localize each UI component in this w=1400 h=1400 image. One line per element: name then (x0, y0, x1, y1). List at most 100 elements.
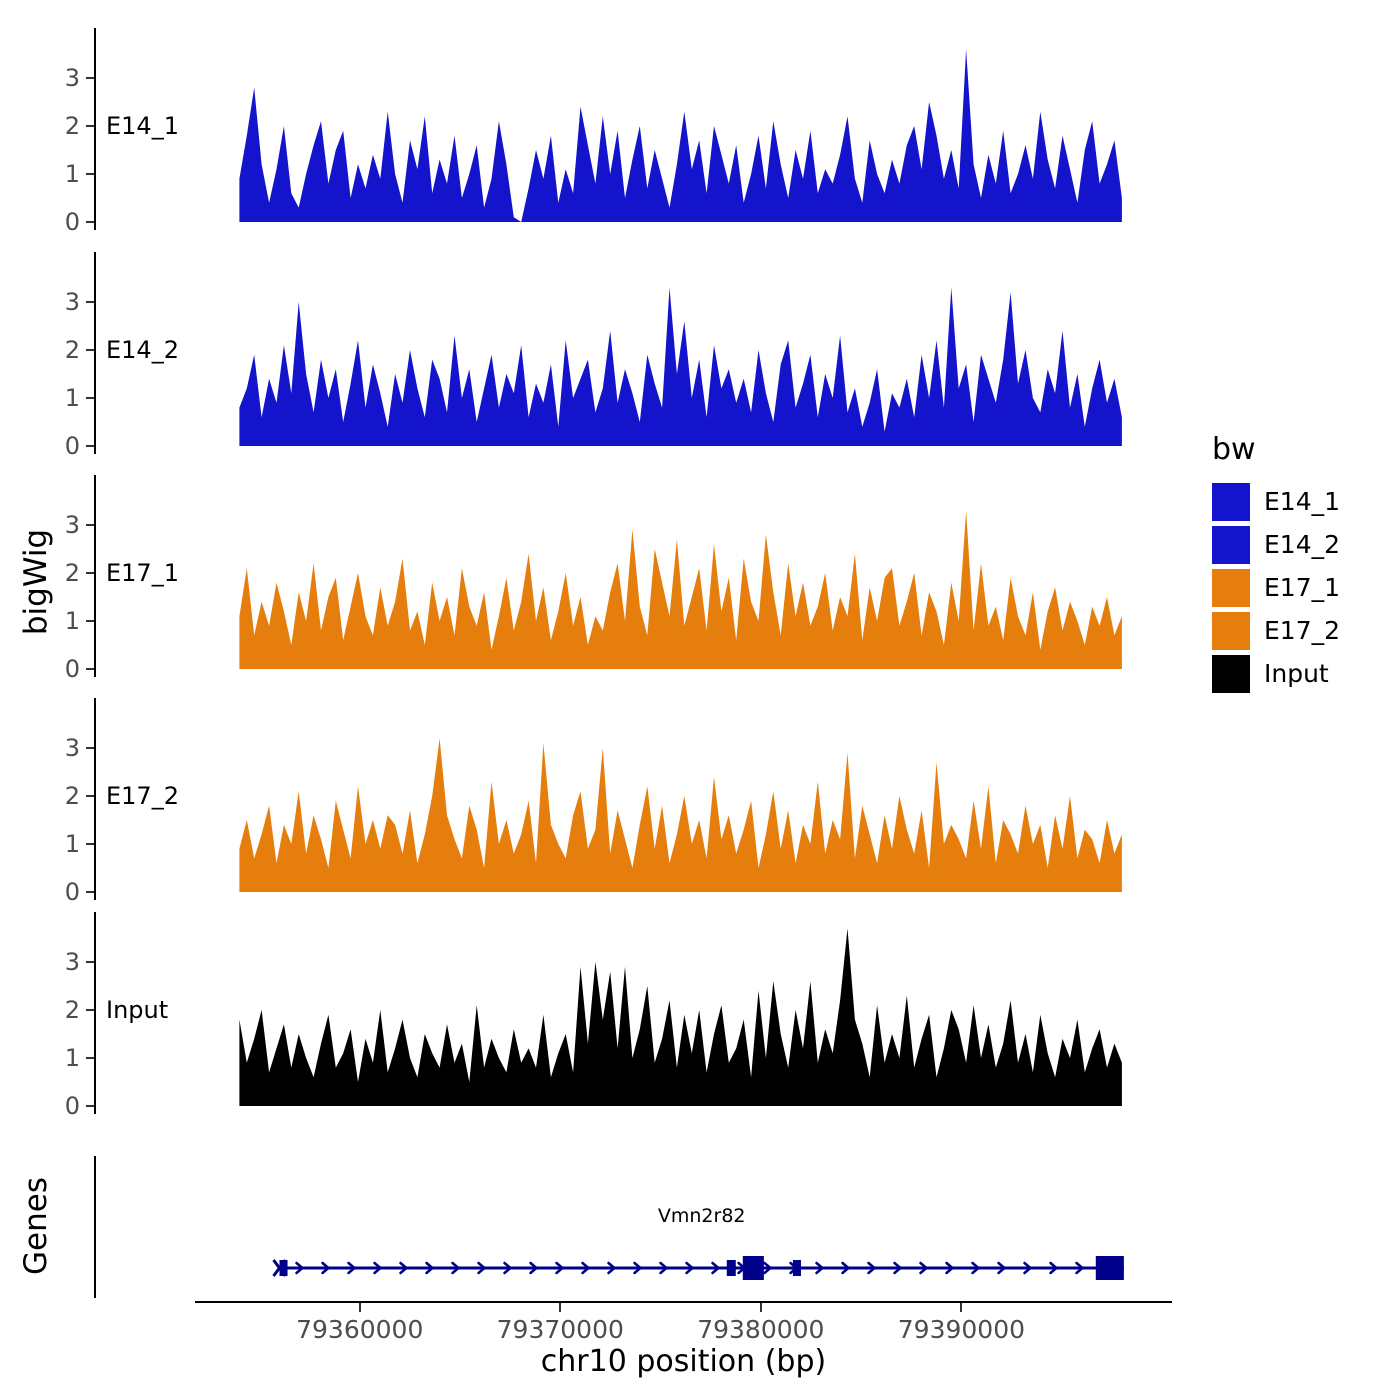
gene-strand-chevron-icon (321, 1261, 331, 1275)
x-tick-label: 79370000 (496, 1315, 624, 1344)
y-tick-label: 2 (64, 782, 80, 810)
y-tick (86, 349, 94, 351)
y-tick (86, 668, 94, 670)
legend-swatch-Input (1212, 655, 1250, 693)
x-tick (759, 1303, 762, 1312)
gene-model: Vmn2r82 (272, 1205, 1124, 1280)
y-tick (86, 620, 94, 622)
x-tick (559, 1303, 562, 1312)
track-label-E14_1: E14_1 (106, 112, 179, 140)
gene-strand-chevron-icon (477, 1261, 487, 1275)
signal-area-Input (239, 928, 1122, 1106)
legend-swatch-E17_1 (1212, 569, 1250, 607)
y-axis-line (94, 252, 96, 454)
y-tick-label: 3 (64, 734, 80, 762)
gene-exon (1095, 1256, 1124, 1280)
y-tick-label: 2 (64, 336, 80, 364)
gene-strand-chevron-icon (945, 1261, 955, 1275)
gene-strand-chevron-icon (451, 1261, 461, 1275)
legend-item-Input: Input (1212, 655, 1340, 693)
y-tick-label: 2 (64, 996, 80, 1024)
track-signal-E14_1 (239, 49, 1122, 223)
y-tick (86, 795, 94, 797)
track-signal-E17_1 (239, 510, 1122, 669)
gene-name-label: Vmn2r82 (658, 1205, 746, 1227)
track-signal-E17_2 (239, 738, 1122, 892)
gene-strand-chevron-icon (347, 1261, 357, 1275)
y-tick-label: 1 (64, 830, 80, 858)
gene-strand-chevron-icon (893, 1261, 903, 1275)
y-tick-label: 0 (64, 655, 80, 683)
y-tick (86, 173, 94, 175)
y-tick (86, 301, 94, 303)
y-tick-label: 1 (64, 384, 80, 412)
y-tick-label: 1 (64, 1044, 80, 1072)
gene-strand-chevron-icon (841, 1261, 851, 1275)
y-tick-label: 0 (64, 208, 80, 236)
y-tick (86, 445, 94, 447)
signal-area-E14_1 (239, 49, 1122, 223)
y-tick-label: 0 (64, 1092, 80, 1120)
track-signal-E14_2 (239, 287, 1122, 446)
gene-exon (726, 1260, 736, 1276)
signal-area-E17_1 (239, 510, 1122, 669)
gene-exon (279, 1260, 288, 1276)
y-tick (86, 1057, 94, 1059)
y-tick (86, 843, 94, 845)
y-tick (86, 221, 94, 223)
gene-strand-chevron-icon (1075, 1261, 1085, 1275)
genes-panel-title: Genes (18, 1177, 54, 1275)
y-tick (86, 891, 94, 893)
y-tick (86, 524, 94, 526)
y-tick (86, 572, 94, 574)
x-tick-label: 79390000 (897, 1315, 1026, 1344)
y-tick (86, 77, 94, 79)
track-label-E17_2: E17_2 (106, 782, 179, 810)
legend-item-label: E17_2 (1264, 616, 1341, 645)
gene-strand-chevron-icon (295, 1261, 305, 1275)
y-tick-label: 3 (64, 288, 80, 316)
signal-area-E17_2 (239, 738, 1122, 892)
gene-strand-chevron-icon (997, 1261, 1007, 1275)
gene-strand-chevron-icon (659, 1261, 669, 1275)
y-tick-label: 2 (64, 559, 80, 587)
y-tick-label: 3 (64, 511, 80, 539)
gene-strand-chevron-icon (815, 1261, 825, 1275)
y-tick-label: 3 (64, 64, 80, 92)
legend-item-E14_1: E14_1 (1212, 483, 1340, 521)
y-tick-label: 1 (64, 160, 80, 188)
y-tick (86, 747, 94, 749)
gene-strand-chevron-icon (1023, 1261, 1033, 1275)
y-tick-label: 0 (64, 878, 80, 906)
gene-exon (742, 1256, 764, 1280)
gene-strand-chevron-icon (633, 1261, 643, 1275)
legend-item-label: E14_1 (1264, 487, 1341, 516)
gene-strand-chevron-icon (867, 1261, 877, 1275)
y-tick (86, 1009, 94, 1011)
x-tick-label: 79380000 (697, 1315, 825, 1344)
y-tick-label: 2 (64, 112, 80, 140)
gene-strand-chevron-icon (399, 1261, 409, 1275)
y-tick (86, 961, 94, 963)
legend: bw E14_1 E14_2 E17_1 E17_2 Input (1212, 432, 1340, 698)
y-axis-line (94, 475, 96, 677)
x-tick (960, 1303, 963, 1312)
legend-item-E14_2: E14_2 (1212, 526, 1340, 564)
gene-strand-chevron-icon (555, 1261, 565, 1275)
signal-area-E14_2 (239, 287, 1122, 446)
x-tick-label: 79360000 (296, 1315, 424, 1344)
x-axis-line (195, 1301, 1172, 1303)
gene-strand-chevron-icon (581, 1261, 591, 1275)
gene-strand-chevron-icon (529, 1261, 539, 1275)
gene-strand-chevron-icon (607, 1261, 617, 1275)
legend-item-label: E17_1 (1264, 573, 1341, 602)
track-label-E17_1: E17_1 (106, 559, 179, 587)
gene-strand-chevron-icon (711, 1261, 721, 1275)
legend-swatch-E17_2 (1212, 612, 1250, 650)
gene-exon (792, 1260, 801, 1276)
y-tick-label: 1 (64, 607, 80, 635)
gene-strand-chevron-icon (919, 1261, 929, 1275)
gene-strand-chevron-icon (503, 1261, 513, 1275)
gene-strand-chevron-icon (763, 1261, 773, 1275)
